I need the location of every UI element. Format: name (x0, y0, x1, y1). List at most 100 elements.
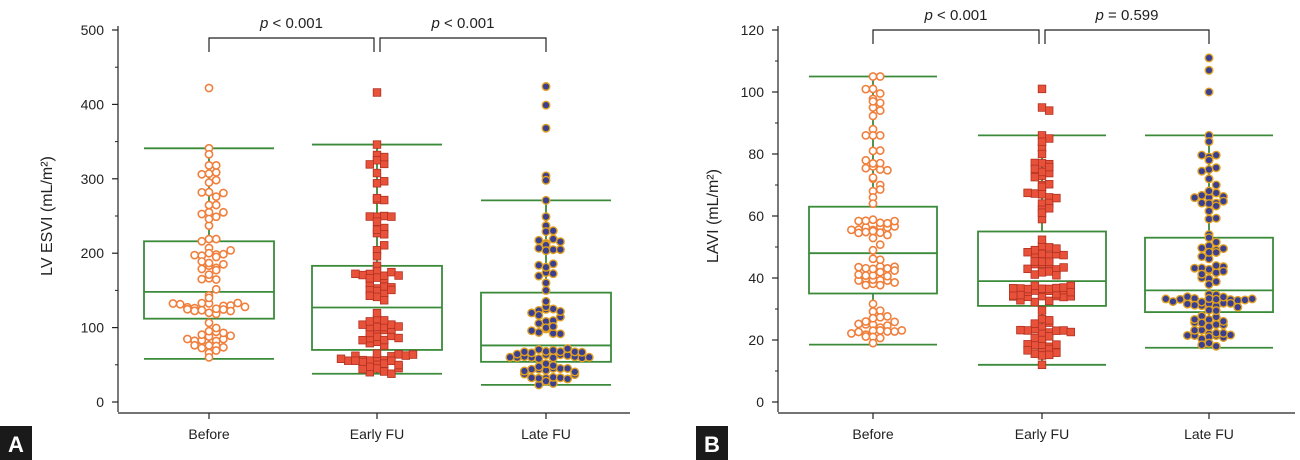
data-point (534, 362, 544, 372)
data-point (1030, 349, 1039, 358)
data-point (211, 161, 221, 170)
y-tick-label: 200 (81, 245, 105, 261)
data-point (379, 241, 389, 250)
data-point (534, 345, 544, 355)
data-point (875, 98, 885, 108)
data-point (541, 100, 551, 110)
data-point (861, 130, 871, 140)
data-point (548, 345, 558, 355)
group-before (808, 72, 938, 348)
data-point (211, 168, 221, 177)
y-tick-label: 40 (748, 270, 764, 286)
data-point (1030, 189, 1039, 198)
data-point (1197, 150, 1207, 160)
data-point (541, 262, 551, 272)
data-point (1218, 328, 1228, 338)
data-point (365, 160, 374, 169)
data-point (1037, 167, 1047, 177)
data-point (204, 258, 214, 268)
data-point (1009, 284, 1018, 293)
data-point (1037, 268, 1047, 277)
data-point (211, 323, 221, 333)
data-point (883, 218, 892, 228)
data-point (1037, 84, 1047, 94)
data-point (204, 161, 214, 170)
data-point (868, 245, 878, 255)
data-point (541, 285, 551, 295)
x-tick-label: Late FU (1184, 426, 1234, 442)
data-point (1016, 325, 1025, 335)
data-point (875, 158, 885, 168)
data-point (387, 267, 396, 277)
data-point (541, 123, 551, 133)
data-point (204, 200, 214, 210)
data-point (1190, 263, 1200, 273)
data-point (854, 228, 863, 238)
data-point (336, 354, 346, 363)
data-point (211, 234, 221, 244)
data-point (211, 212, 221, 222)
data-point (1197, 252, 1207, 262)
data-point (861, 271, 871, 280)
data-point (534, 271, 544, 281)
data-point (1204, 137, 1214, 147)
data-point (379, 296, 389, 305)
y-axis-title: LAVI (mL/m²) (705, 169, 722, 263)
data-point (1052, 271, 1061, 280)
data-point (1204, 164, 1214, 174)
p-value-label: p < 0.001 (259, 15, 323, 32)
data-point (890, 278, 899, 287)
p-symbol: p (1095, 7, 1104, 24)
data-point (541, 227, 551, 237)
significance-bracket (208, 37, 375, 52)
data-point (372, 179, 382, 188)
panel-b: 0 20 40 60 80 100 120 LAVI (mL/m²) Before Early F… (696, 7, 1295, 460)
data-point (1168, 297, 1178, 307)
data-point (387, 285, 396, 295)
data-point (875, 130, 885, 140)
data-point (1204, 155, 1214, 165)
data-point (1030, 270, 1039, 279)
data-point (372, 273, 382, 282)
data-point (372, 217, 382, 226)
data-point (570, 347, 580, 357)
data-point (387, 369, 396, 378)
data-point (1204, 214, 1214, 224)
data-point (1240, 295, 1250, 305)
data-point (226, 245, 235, 255)
data-point (1059, 263, 1068, 272)
data-point (875, 255, 885, 265)
data-point (875, 326, 885, 335)
data-point (584, 352, 594, 362)
data-point (1182, 330, 1192, 340)
data-point (1037, 351, 1047, 360)
data-point (408, 350, 418, 359)
data-point (379, 230, 389, 239)
data-point (527, 364, 537, 374)
data-point (1045, 243, 1054, 252)
data-point (1023, 248, 1032, 257)
x-tick-label: Early FU (350, 426, 404, 442)
data-point (372, 140, 382, 149)
data-point (1045, 134, 1054, 143)
data-point (197, 274, 207, 284)
data-point (534, 260, 544, 270)
data-point (883, 327, 892, 336)
data-point (883, 311, 892, 321)
data-point (204, 187, 214, 197)
panel-letter: A (8, 432, 24, 457)
data-point (519, 347, 529, 357)
data-point (1037, 314, 1047, 324)
data-point (1059, 326, 1068, 335)
p-symbol: p (431, 15, 440, 32)
data-point (190, 306, 199, 316)
p-symbol: p (259, 15, 268, 32)
data-point (505, 352, 515, 362)
y-tick-label: 400 (81, 96, 105, 112)
data-point (541, 296, 551, 306)
data-point (1045, 257, 1054, 266)
data-point (204, 178, 214, 187)
data-point (1211, 328, 1221, 338)
data-point (1211, 294, 1221, 304)
data-point (379, 367, 389, 376)
